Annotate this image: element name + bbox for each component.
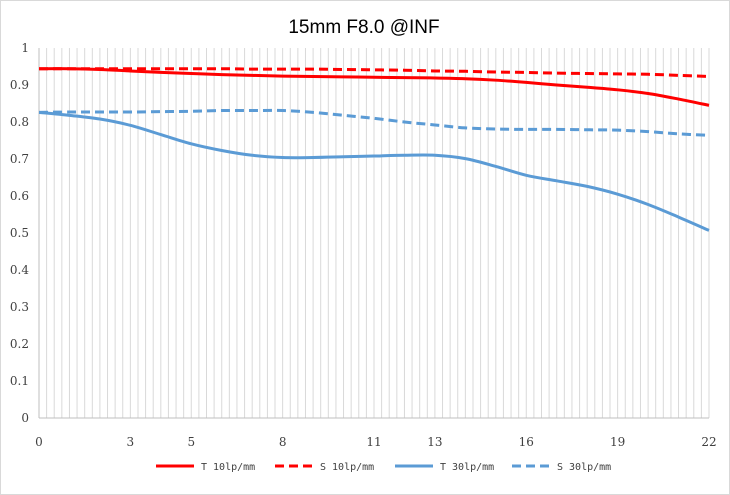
y-tick-label: 0.9 [10,78,29,92]
legend: T 10lp/mm S 10lp/mm T 30lp/mm S 30lp/mm [156,462,611,473]
y-tick-label: 0.6 [10,189,29,203]
x-tick-label: 16 [519,435,534,449]
legend-label-t-30lp-mm: T 30lp/mm [440,462,494,473]
x-tick-label: 11 [366,435,381,449]
y-tick-label: 0.1 [10,374,29,388]
x-tick-label: 22 [701,435,716,449]
y-tick-label: 0.4 [10,263,29,277]
x-tick-label: 0 [35,435,43,449]
series-line-t-30lp-mm [38,110,710,232]
legend-label-t-10lp-mm: T 10lp/mm [201,462,255,473]
x-tick-label: 19 [610,435,625,449]
y-tick-label: 1 [21,41,29,55]
series-line-s-30lp-mm [38,108,710,137]
y-tick-label: 0.3 [10,300,29,314]
legend-label-s-30lp-mm: S 30lp/mm [557,462,611,473]
y-tick-label: 0.7 [10,152,29,166]
chart-title: 15mm F8.0 @INF [288,17,439,38]
legend-label-s-10lp-mm: S 10lp/mm [320,462,374,473]
x-tick-label: 8 [279,435,287,449]
x-tick-label: 5 [187,435,195,449]
y-tick-label: 0.2 [10,337,29,351]
series-line-t-10lp-mm [38,67,710,107]
x-tick-label: 3 [127,435,135,449]
y-axis-tick-labels: 0 0.1 0.2 0.3 0.4 0.5 0.6 0.7 0.8 0.9 1 [10,41,29,425]
grid-lines [46,48,710,418]
y-tick-label: 0.5 [10,226,29,240]
y-tick-label: 0.8 [10,115,29,129]
y-tick-label: 0 [21,411,29,425]
axes [38,48,709,419]
x-axis-tick-labels: 0 3 5 8 11 13 16 19 22 [35,435,716,449]
series-line-s-10lp-mm [38,67,710,78]
x-tick-label: 13 [427,435,442,449]
series-lines [38,67,710,232]
